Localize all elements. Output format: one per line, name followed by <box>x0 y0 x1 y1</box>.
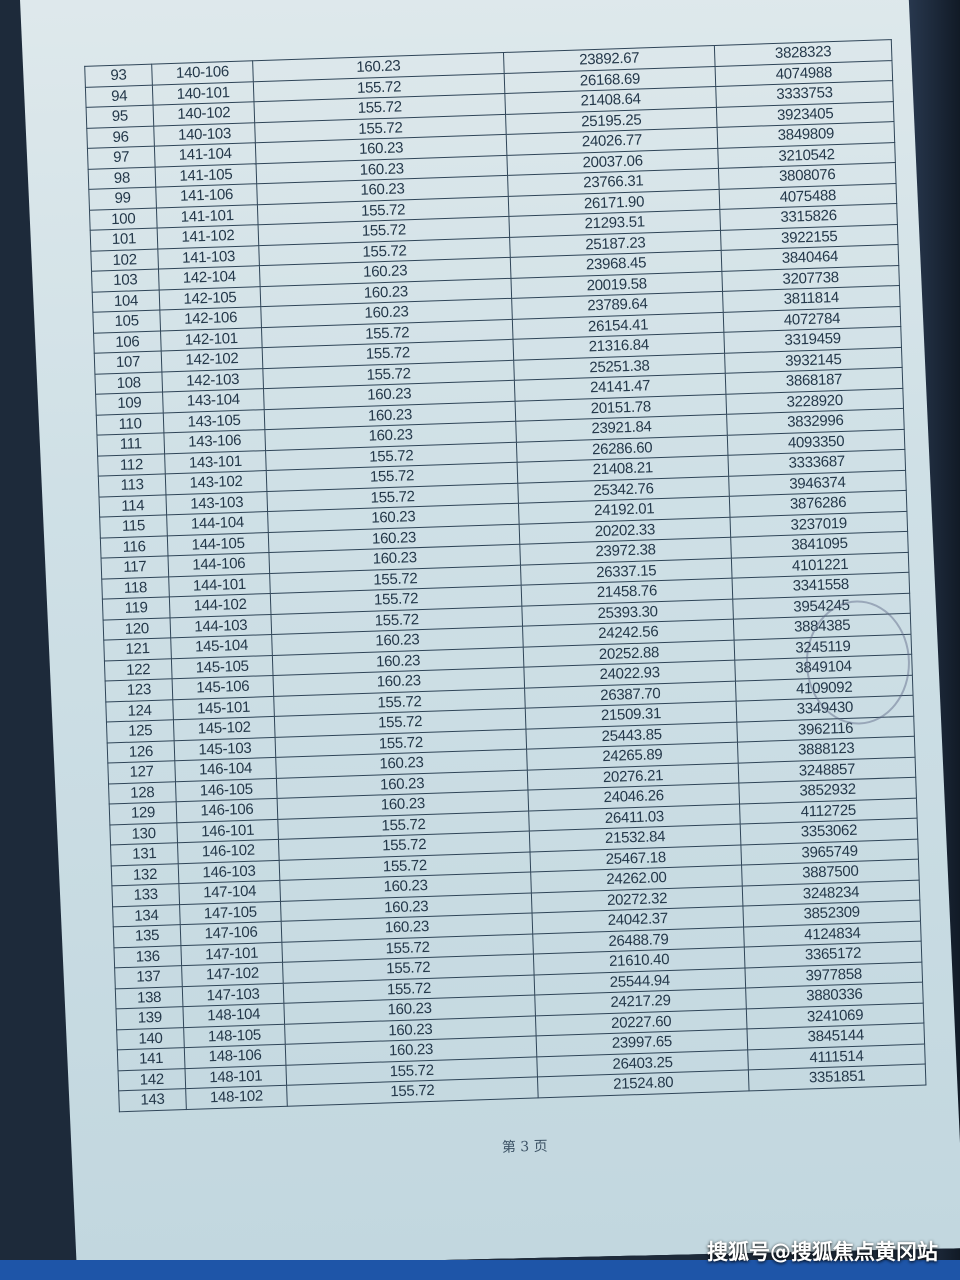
row-number-cell: 141 <box>117 1048 185 1071</box>
row-number-cell: 116 <box>100 535 168 558</box>
row-number-cell: 143 <box>119 1089 187 1112</box>
row-number-cell: 114 <box>99 494 167 517</box>
room-number-cell: 148-102 <box>186 1085 288 1109</box>
row-number-cell: 129 <box>109 802 177 825</box>
row-number-cell: 109 <box>96 392 164 415</box>
row-number-cell: 99 <box>89 187 157 210</box>
row-number-cell: 140 <box>117 1027 185 1050</box>
row-number-cell: 101 <box>90 228 158 251</box>
row-number-cell: 127 <box>108 761 176 784</box>
row-number-cell: 98 <box>88 167 156 190</box>
row-number-cell: 106 <box>94 331 162 354</box>
row-number-cell: 103 <box>92 269 160 292</box>
row-number-cell: 97 <box>87 146 155 169</box>
row-number-cell: 133 <box>112 884 180 907</box>
row-number-cell: 117 <box>101 556 169 579</box>
row-number-cell: 119 <box>102 597 170 620</box>
row-number-cell: 113 <box>98 474 166 497</box>
row-number-cell: 131 <box>111 843 179 866</box>
row-number-cell: 115 <box>100 515 168 538</box>
row-number-cell: 134 <box>113 904 181 927</box>
row-number-cell: 104 <box>92 290 160 313</box>
row-number-cell: 112 <box>98 453 166 476</box>
row-number-cell: 107 <box>94 351 162 374</box>
price-table-container: 93 140-106 160.23 23892.67 3828323 94 140-101 1… <box>84 39 926 1112</box>
row-number-cell: 105 <box>93 310 161 333</box>
row-number-cell: 95 <box>86 105 154 128</box>
row-number-cell: 96 <box>87 126 155 149</box>
row-number-cell: 139 <box>116 1007 184 1030</box>
row-number-cell: 108 <box>95 371 163 394</box>
row-number-cell: 130 <box>110 822 178 845</box>
row-number-cell: 122 <box>104 658 172 681</box>
row-number-cell: 102 <box>91 249 159 272</box>
watermark: 搜狐号@搜狐焦点黄冈站 <box>707 1240 938 1264</box>
row-number-cell: 135 <box>113 925 181 948</box>
row-number-cell: 136 <box>114 945 182 968</box>
bottom-bar <box>0 1260 960 1280</box>
row-number-cell: 132 <box>111 863 179 886</box>
row-number-cell: 126 <box>107 740 175 763</box>
row-number-cell: 123 <box>105 679 173 702</box>
row-number-cell: 118 <box>102 576 170 599</box>
row-number-cell: 94 <box>85 85 153 108</box>
row-number-cell: 124 <box>106 699 174 722</box>
row-number-cell: 121 <box>104 638 172 661</box>
row-number-cell: 137 <box>115 966 183 989</box>
row-number-cell: 128 <box>109 781 177 804</box>
row-number-cell: 120 <box>103 617 171 640</box>
price-table: 93 140-106 160.23 23892.67 3828323 94 140-101 1… <box>84 39 926 1112</box>
row-number-cell: 138 <box>115 986 183 1009</box>
row-number-cell: 100 <box>89 208 157 231</box>
row-number-cell: 93 <box>85 64 153 87</box>
row-number-cell: 110 <box>96 412 164 435</box>
row-number-cell: 125 <box>106 720 174 743</box>
page-number: 第 3 页 <box>501 1138 548 1156</box>
row-number-cell: 142 <box>118 1068 186 1091</box>
row-number-cell: 111 <box>97 433 165 456</box>
